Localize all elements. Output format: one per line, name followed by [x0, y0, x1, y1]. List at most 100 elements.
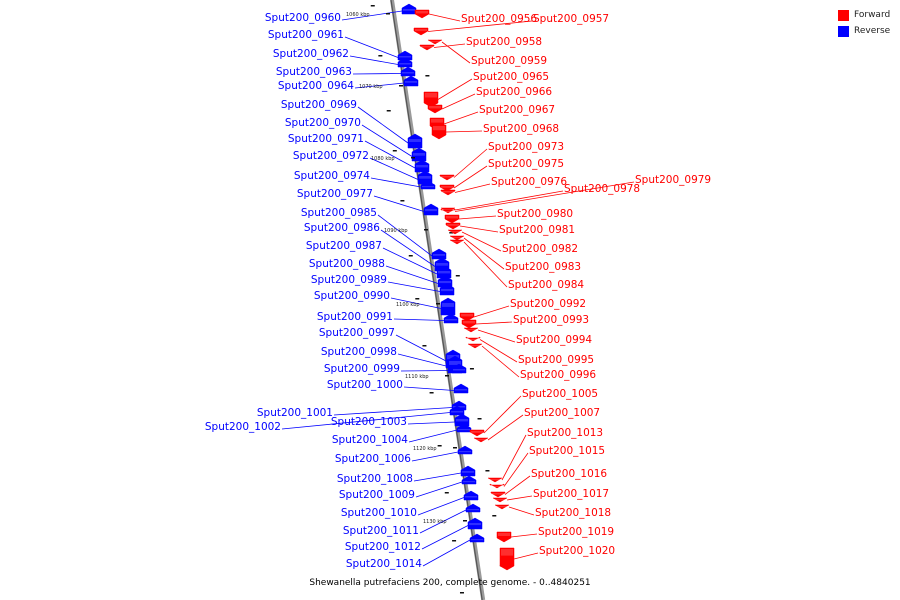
- gene-label-Sput200_0992[interactable]: Sput200_0992: [510, 298, 586, 310]
- gene-label-Sput200_0970[interactable]: Sput200_0970: [285, 117, 361, 129]
- gene-label-Sput200_0998[interactable]: Sput200_0998: [321, 346, 397, 358]
- forward-gene-Sput200_0980[interactable]: [444, 214, 460, 224]
- gene-label-Sput200_0979[interactable]: Sput200_0979: [635, 174, 711, 186]
- reverse-gene-Sput200_0991[interactable]: [443, 313, 459, 324]
- gene-label-Sput200_0966[interactable]: Sput200_0966: [476, 86, 552, 98]
- reverse-gene-Sput200_1008[interactable]: [460, 465, 476, 477]
- gene-label-Sput200_0987[interactable]: Sput200_0987: [306, 240, 382, 252]
- gene-label-Sput200_1010[interactable]: Sput200_1010: [341, 507, 417, 519]
- forward-gene-Sput200_0973[interactable]: [439, 174, 455, 181]
- gene-label-Sput200_1005[interactable]: Sput200_1005: [522, 388, 598, 400]
- reverse-gene-Sput200_0962[interactable]: [397, 57, 413, 68]
- gene-label-Sput200_0985[interactable]: Sput200_0985: [301, 207, 377, 219]
- forward-gene-Sput200_0975[interactable]: [439, 184, 455, 192]
- gene-label-Sput200_1011[interactable]: Sput200_1011: [343, 525, 419, 537]
- gene-label-Sput200_1016[interactable]: Sput200_1016: [531, 468, 607, 480]
- gene-label-Sput200_0960[interactable]: Sput200_0960: [265, 12, 341, 24]
- gene-label-Sput200_1007[interactable]: Sput200_1007: [524, 407, 600, 419]
- gene-label-Sput200_0961[interactable]: Sput200_0961: [268, 29, 344, 41]
- gene-label-Sput200_0956[interactable]: Sput200_0956: [461, 13, 537, 25]
- gene-label-Sput200_1017[interactable]: Sput200_1017: [533, 488, 609, 500]
- forward-gene-Sput200_1015[interactable]: [489, 483, 505, 489]
- gene-label-Sput200_0973[interactable]: Sput200_0973: [488, 141, 564, 153]
- gene-label-Sput200_0993[interactable]: Sput200_0993: [513, 314, 589, 326]
- reverse-gene-Sput200_0963[interactable]: [400, 66, 416, 77]
- gene-label-Sput200_1001[interactable]: Sput200_1001: [257, 407, 333, 419]
- forward-gene-Sput200_0996[interactable]: [467, 343, 483, 349]
- gene-label-Sput200_0967[interactable]: Sput200_0967: [479, 104, 555, 116]
- gene-label-Sput200_0963[interactable]: Sput200_0963: [276, 66, 352, 78]
- forward-gene-Sput200_0995[interactable]: [465, 336, 481, 342]
- gene-label-Sput200_0971[interactable]: Sput200_0971: [288, 133, 364, 145]
- forward-gene-Sput200_1013[interactable]: [487, 477, 503, 483]
- reverse-gene-Sput200_1014[interactable]: [469, 533, 485, 543]
- forward-gene-Sput200_0968[interactable]: [431, 124, 447, 140]
- gene-label-Sput200_0957[interactable]: Sput200_0957: [533, 13, 609, 25]
- forward-gene-Sput200_1007[interactable]: [473, 437, 489, 443]
- gene-label-Sput200_1020[interactable]: Sput200_1020: [539, 545, 615, 557]
- gene-label-Sput200_0982[interactable]: Sput200_0982: [502, 243, 578, 255]
- reverse-gene-Sput200_0990[interactable]: [440, 297, 456, 316]
- gene-label-Sput200_0986[interactable]: Sput200_0986: [304, 222, 380, 234]
- forward-gene-Sput200_0976[interactable]: [440, 189, 456, 196]
- gene-label-Sput200_0965[interactable]: Sput200_0965: [473, 71, 549, 83]
- reverse-gene-Sput200_0971[interactable]: [414, 159, 430, 173]
- reverse-gene-Sput200_1006[interactable]: [457, 445, 473, 455]
- forward-gene-Sput200_0992[interactable]: [459, 312, 475, 322]
- forward-gene-Sput200_1016[interactable]: [490, 491, 506, 498]
- forward-gene-Sput200_1018[interactable]: [494, 504, 510, 510]
- gene-label-Sput200_0996[interactable]: Sput200_0996: [520, 369, 596, 381]
- gene-label-Sput200_0968[interactable]: Sput200_0968: [483, 123, 559, 135]
- gene-label-Sput200_1003[interactable]: Sput200_1003: [331, 416, 407, 428]
- gene-label-Sput200_1018[interactable]: Sput200_1018: [535, 507, 611, 519]
- reverse-gene-Sput200_1012[interactable]: [467, 517, 483, 530]
- forward-gene-Sput200_0981[interactable]: [445, 222, 461, 230]
- gene-label-Sput200_1002[interactable]: Sput200_1002: [205, 421, 281, 433]
- forward-gene-Sput200_0993[interactable]: [461, 319, 477, 329]
- gene-label-Sput200_1009[interactable]: Sput200_1009: [339, 489, 415, 501]
- gene-label-Sput200_0962[interactable]: Sput200_0962: [273, 48, 349, 60]
- reverse-gene-Sput200_0999[interactable]: [451, 363, 467, 374]
- reverse-gene-Sput200_1011[interactable]: [465, 503, 481, 513]
- gene-label-Sput200_0995[interactable]: Sput200_0995: [518, 354, 594, 366]
- gene-label-Sput200_1000[interactable]: Sput200_1000: [327, 379, 403, 391]
- forward-gene-Sput200_0957[interactable]: [413, 27, 429, 36]
- gene-label-Sput200_0997[interactable]: Sput200_0997: [319, 327, 395, 339]
- gene-label-Sput200_1008[interactable]: Sput200_1008: [337, 473, 413, 485]
- forward-gene-Sput200_0966[interactable]: [427, 104, 443, 114]
- forward-gene-Sput200_0959[interactable]: [427, 39, 443, 45]
- gene-label-Sput200_0975[interactable]: Sput200_0975: [488, 158, 564, 170]
- forward-gene-Sput200_0982[interactable]: [447, 229, 463, 235]
- forward-gene-Sput200_1019[interactable]: [496, 531, 512, 543]
- gene-label-Sput200_0964[interactable]: Sput200_0964: [278, 80, 354, 92]
- reverse-gene-Sput200_0985[interactable]: [431, 248, 447, 260]
- reverse-gene-Sput200_0964[interactable]: [403, 75, 419, 87]
- forward-gene-Sput200_0979[interactable]: [440, 208, 456, 214]
- gene-label-Sput200_1004[interactable]: Sput200_1004: [332, 434, 408, 446]
- gene-label-Sput200_1006[interactable]: Sput200_1006: [335, 453, 411, 465]
- gene-label-Sput200_0999[interactable]: Sput200_0999: [324, 363, 400, 375]
- reverse-gene-Sput200_1010[interactable]: [463, 490, 479, 501]
- gene-label-Sput200_0976[interactable]: Sput200_0976: [491, 176, 567, 188]
- gene-label-Sput200_0989[interactable]: Sput200_0989: [311, 274, 387, 286]
- gene-label-Sput200_0959[interactable]: Sput200_0959: [471, 55, 547, 67]
- gene-label-Sput200_0988[interactable]: Sput200_0988: [309, 258, 385, 270]
- gene-label-Sput200_0983[interactable]: Sput200_0983: [505, 261, 581, 273]
- gene-label-Sput200_1012[interactable]: Sput200_1012: [345, 541, 421, 553]
- reverse-gene-Sput200_0970[interactable]: [411, 147, 427, 162]
- gene-label-Sput200_1015[interactable]: Sput200_1015: [529, 445, 605, 457]
- gene-label-Sput200_0969[interactable]: Sput200_0969: [281, 99, 357, 111]
- gene-label-Sput200_0994[interactable]: Sput200_0994: [516, 334, 592, 346]
- reverse-gene-Sput200_0989[interactable]: [439, 283, 455, 296]
- gene-label-Sput200_0991[interactable]: Sput200_0991: [317, 311, 393, 323]
- gene-label-Sput200_0990[interactable]: Sput200_0990: [314, 290, 390, 302]
- gene-label-Sput200_0974[interactable]: Sput200_0974: [294, 170, 370, 182]
- reverse-gene-Sput200_0974[interactable]: [420, 180, 436, 190]
- gene-label-Sput200_1019[interactable]: Sput200_1019: [538, 526, 614, 538]
- gene-label-Sput200_0972[interactable]: Sput200_0972: [293, 150, 369, 162]
- gene-label-Sput200_1014[interactable]: Sput200_1014: [346, 558, 422, 570]
- forward-gene-Sput200_0958[interactable]: [419, 44, 435, 51]
- reverse-gene-Sput200_1002[interactable]: [449, 405, 465, 416]
- forward-gene-Sput200_0983[interactable]: [449, 235, 465, 241]
- reverse-gene-Sput200_0969[interactable]: [407, 133, 423, 149]
